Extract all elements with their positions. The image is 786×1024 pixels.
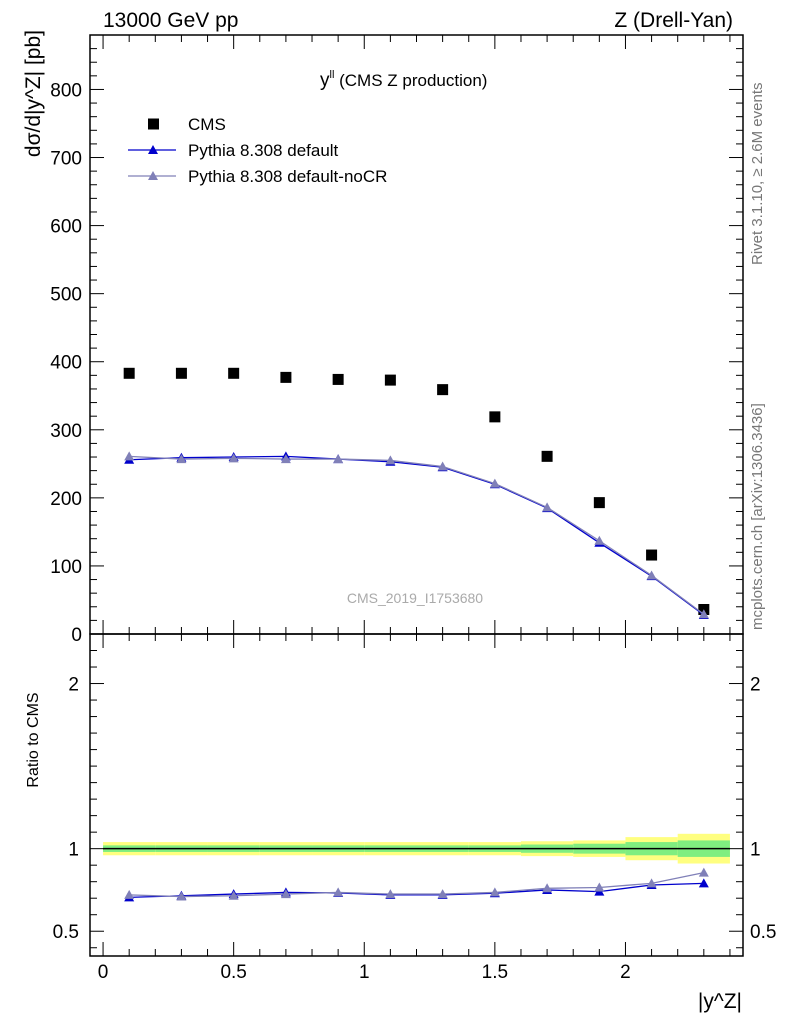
pythia-nocr-point (124, 451, 135, 461)
main-y-tick-label: 500 (50, 285, 82, 306)
ratio-axis-ticks: 0 0.5 1 1.5 2 0.5 0.5 1 1 2 2 (53, 634, 776, 983)
cms-point (489, 411, 501, 423)
main-title-sup: ll (330, 69, 335, 81)
ratio-pythia-default-line (129, 882, 704, 899)
mcplots-label: mcplots.cern.ch [arXiv:1306.3436] (749, 403, 766, 630)
header-right: Z (Drell-Yan) (614, 9, 733, 32)
rivet-label: Rivet 3.1.10, ≥ 2.6M events (749, 83, 766, 266)
cms-point (228, 367, 240, 379)
ratio-y-tick-label-right: 2 (750, 675, 761, 696)
legend-marker (148, 145, 158, 154)
pythia-nocr-point (542, 502, 553, 512)
ratio-plot-frame (89, 633, 744, 957)
main-y-tick-label: 100 (50, 557, 82, 578)
ratio-pythia-nocr-point (437, 889, 448, 899)
cms-point (646, 549, 658, 561)
main-y-tick-label: 800 (50, 80, 82, 101)
legend-entry: Pythia 8.308 default (188, 141, 339, 160)
header-left: 13000 GeV pp (103, 9, 238, 32)
cms-point (541, 450, 553, 462)
x-tick-label: 1 (359, 962, 370, 983)
cms-point (384, 374, 396, 386)
ratio-uncertainty-band (103, 833, 730, 864)
ratio-y-tick-label-left: 1 (68, 840, 79, 861)
main-y-tick-label: 600 (50, 217, 82, 238)
pythia-nocr-point (437, 461, 448, 471)
pythia-default-line (129, 455, 705, 616)
ratio-pythia-default-point (698, 878, 709, 888)
x-tick-label: 2 (620, 962, 631, 983)
ratio-pythia-nocr-point (333, 887, 344, 897)
cms-point (437, 384, 449, 396)
main-axis-ticks: 0 100 200 300 400 500 600 700 800 (50, 35, 743, 646)
pythia-nocr-point (646, 570, 657, 580)
ratio-pythia-nocr-point (646, 878, 657, 888)
pythia-nocr-line (129, 455, 705, 615)
ratio-y-tick-label-right: 0.5 (750, 922, 776, 943)
ratio-pythia-nocr-point (176, 891, 187, 901)
cms-point (332, 373, 344, 385)
pythia-nocr-point (333, 454, 344, 464)
main-y-tick-label: 300 (50, 421, 82, 442)
ratio-pythia-nocr-point (228, 890, 239, 900)
main-y-tick-label: 400 (50, 353, 82, 374)
legend-marker (148, 171, 158, 180)
ratio-pythia-nocr-point (489, 887, 500, 897)
watermark: CMS_2019_I1753680 (347, 590, 483, 606)
main-y-tick-label: 0 (71, 625, 82, 646)
ratio-y-tick-label-left: 0.5 (53, 922, 79, 943)
ratio-pythia-nocr-point (698, 867, 709, 877)
pythia-nocr-point (228, 453, 239, 463)
x-tick-label: 1.5 (482, 962, 508, 983)
main-title-y: y (320, 70, 330, 91)
ratio-pythia-nocr-point (124, 889, 135, 899)
cms-point (175, 367, 187, 379)
pythia-nocr-point (280, 454, 291, 464)
pythia-nocr-point (385, 455, 396, 465)
ratio-pythia-nocr-point (594, 882, 605, 892)
main-y-axis-label: dσ/d|y^Z| [pb] (22, 30, 45, 157)
cms-point (123, 367, 135, 379)
ratio-plot: 0 0.5 1 1.5 2 0.5 0.5 1 1 2 2 Ratio to CMS |y^Z| (25, 633, 776, 1013)
legend-entry: Pythia 8.308 default-noCR (188, 167, 387, 186)
ratio-y-tick-label-left: 2 (68, 675, 79, 696)
ratio-pythia-nocr-line (129, 871, 704, 898)
main-title: yll (CMS Z production) (320, 69, 487, 91)
legend-entry: CMS (188, 115, 226, 134)
legend-marker-cms (148, 118, 159, 130)
ratio-data-marks (124, 867, 709, 902)
cms-point (593, 497, 605, 509)
main-y-tick-label: 700 (50, 149, 82, 170)
ratio-y-tick-label-right: 1 (750, 840, 761, 861)
pythia-nocr-point (489, 478, 500, 488)
main-plot: 0 100 200 300 400 500 600 700 800 yll (CMS Z pro… (22, 30, 744, 646)
cms-point (280, 371, 292, 383)
ratio-y-axis-label: Ratio to CMS (25, 692, 42, 787)
ratio-pythia-nocr-point (385, 889, 396, 899)
ratio-pythia-nocr-point (280, 889, 291, 899)
pythia-nocr-point (594, 535, 605, 545)
x-tick-label: 0.5 (220, 962, 246, 983)
x-tick-label: 0 (98, 962, 109, 983)
x-axis-label: |y^Z| (698, 990, 742, 1013)
main-y-tick-label: 200 (50, 489, 82, 510)
legend: CMS Pythia 8.308 default Pythia 8.308 defa… (128, 115, 387, 186)
main-title-rest: (CMS Z production) (334, 71, 487, 90)
pythia-nocr-point (698, 609, 709, 619)
pythia-nocr-point (176, 454, 187, 464)
ratio-pythia-nocr-point (542, 883, 553, 893)
main-data-marks (123, 367, 710, 619)
